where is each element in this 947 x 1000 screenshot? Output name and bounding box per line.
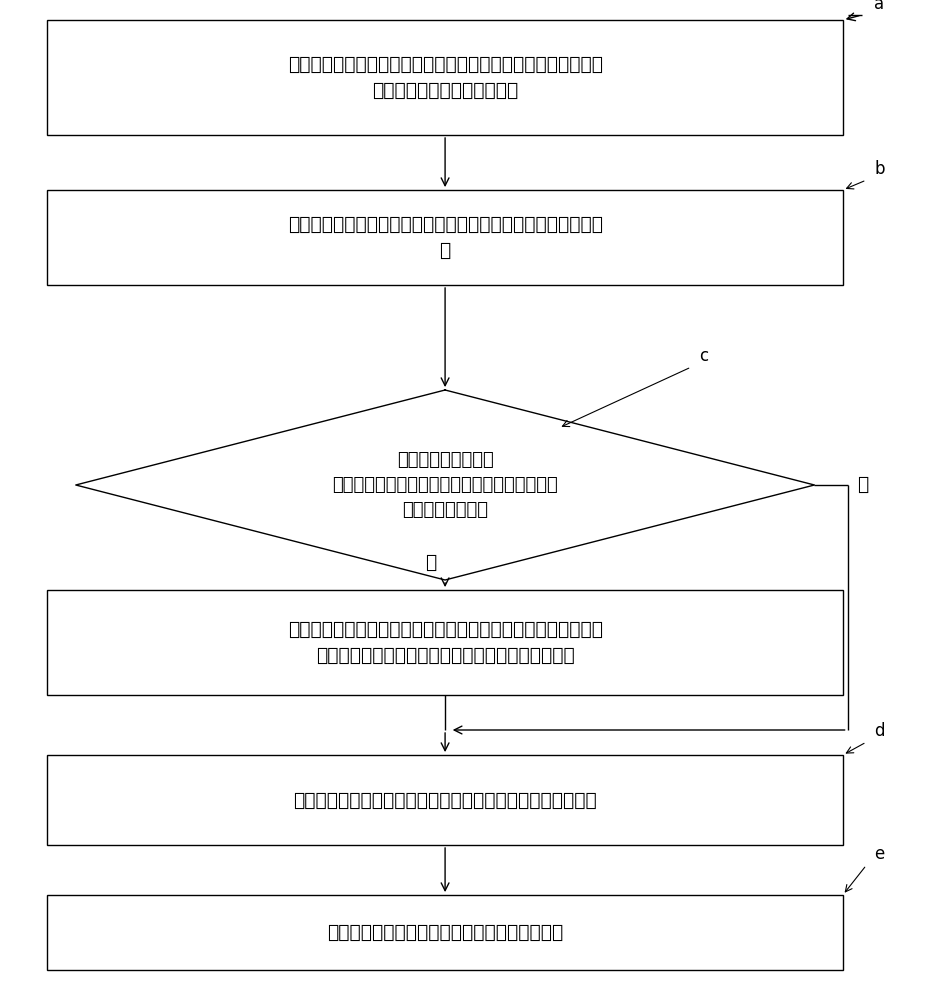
Text: 当有交通数据需要交换时，对数据交换所涉及的接口协议进行分
析: 当有交通数据需要交换时，对数据交换所涉及的接口协议进行分 析 [288, 215, 602, 260]
Text: 根据交换机制对所述交换服务执行交通数据交换: 根据交换机制对所述交换服务执行交通数据交换 [327, 923, 563, 942]
Text: 根据接口协议进行交换服务配置，在数据总线中发布交换服务: 根据接口协议进行交换服务配置，在数据总线中发布交换服务 [294, 790, 597, 810]
Bar [47, 20, 843, 135]
Text: b: b [874, 160, 884, 178]
Polygon shape [76, 390, 814, 580]
Text: a: a [874, 0, 884, 13]
Text: e: e [874, 845, 884, 863]
Text: 判断所述接口协议内
的传输协议和消息格式是否为所述交通数据交换
组件库中已有组件: 判断所述接口协议内 的传输协议和消息格式是否为所述交通数据交换 组件库中已有组件 [332, 451, 558, 519]
Text: 建立基于数据总线技术的交通数据交换组件库，所述交通数据交
换组件库由可重用的组件组成: 建立基于数据总线技术的交通数据交换组件库，所述交通数据交 换组件库由可重用的组件… [288, 55, 602, 100]
Text: c: c [699, 347, 708, 365]
Bar [47, 190, 843, 285]
Text: d: d [874, 722, 884, 740]
Bar [47, 755, 843, 845]
Text: 是: 是 [857, 475, 868, 493]
Text: 将所述传输协议和消息格式开发为传输协议转换组件和消息格式
转换组件，并将其部署到所述交通数据交换组件库中: 将所述传输协议和消息格式开发为传输协议转换组件和消息格式 转换组件，并将其部署到… [288, 620, 602, 665]
Bar [47, 895, 843, 970]
Text: 否: 否 [425, 553, 437, 572]
Bar [47, 590, 843, 695]
